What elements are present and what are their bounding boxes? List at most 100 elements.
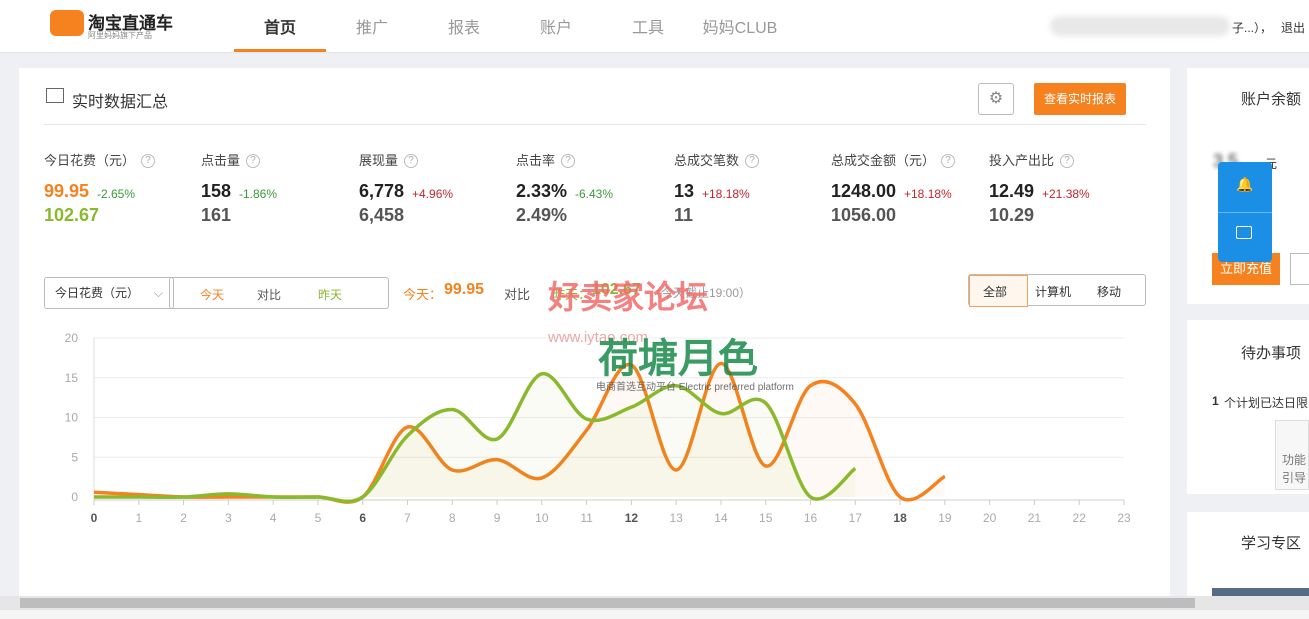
- tab-group: [968, 274, 1146, 306]
- metric-today: 99.95: [44, 181, 90, 201]
- help-icon[interactable]: ?: [141, 154, 155, 168]
- divider: [44, 124, 1146, 125]
- metric-today: 1248.00: [831, 181, 897, 201]
- x-tick-label: 23: [1117, 511, 1131, 525]
- metric-help[interactable]: ?: [240, 150, 260, 168]
- y-tick-label: 15: [65, 371, 79, 385]
- x-tick-label: 21: [1028, 511, 1042, 525]
- status-bar: [0, 610, 1309, 619]
- help-icon[interactable]: ?: [745, 154, 759, 168]
- nav-item[interactable]: 首页: [263, 20, 296, 37]
- todo-card: 待办事项 1 个计划已达日限 功能引导: [1187, 320, 1309, 494]
- metric-label: 今日花费（元）: [44, 153, 136, 168]
- today-value: 99.95: [444, 281, 485, 298]
- help-icon[interactable]: ?: [941, 154, 955, 168]
- metric-yesterday: 102.67: [44, 205, 100, 225]
- metric-today: 13: [674, 181, 695, 201]
- x-tick-label: 20: [983, 511, 997, 525]
- tab[interactable]: 移动: [1097, 285, 1122, 299]
- guide[interactable]: 功能引导: [1275, 420, 1309, 490]
- metric-change: +18.18%: [904, 187, 952, 201]
- x-tick-label: 15: [759, 511, 773, 525]
- tab[interactable]: 计算机: [1035, 285, 1072, 299]
- metric-change: -2.65%: [97, 187, 136, 201]
- toggle[interactable]: 昨天: [318, 288, 343, 302]
- x-tick-label: 6: [359, 511, 366, 525]
- select[interactable]: 今日花费（元） ⌵: [44, 277, 174, 309]
- metric-today: 2.33%: [516, 181, 568, 201]
- x-tick-label: 17: [849, 511, 863, 525]
- logo-sub: 阿里妈妈旗下产品: [88, 31, 152, 40]
- blur: [1050, 16, 1230, 36]
- y-tick-label: 0: [71, 490, 78, 504]
- header: 淘宝直通车 阿里妈妈旗下产品 子...）， 退出 首页 推广 报表 账户 工具 妈妈CLU…: [0, 0, 1309, 53]
- x-tick-label: 0: [91, 511, 98, 525]
- metric-help[interactable]: ?: [135, 150, 155, 168]
- x-tick-label: 7: [404, 511, 411, 525]
- nav-underline: [234, 49, 326, 52]
- help-icon[interactable]: ?: [246, 154, 260, 168]
- x-tick-label: 12: [625, 511, 639, 525]
- nav-item[interactable]: 妈妈CLUB: [702, 20, 778, 37]
- card-title: 实时数据汇总: [72, 94, 169, 111]
- button[interactable]: [1290, 253, 1309, 285]
- todo-title: 待办事项: [1241, 345, 1302, 362]
- watermark: 好卖家论坛: [547, 279, 708, 315]
- metric-help[interactable]: ?: [739, 150, 759, 168]
- scroll-thumb[interactable]: [20, 598, 1195, 608]
- settings-button[interactable]: ⚙: [978, 83, 1014, 115]
- yesterday-value: 102.67: [592, 281, 641, 298]
- metric-help[interactable]: ?: [398, 150, 418, 168]
- x-tick-label: 8: [449, 511, 456, 525]
- x-tick-label: 2: [180, 511, 187, 525]
- y-tick-label: 20: [65, 331, 79, 345]
- x-tick-label: 9: [494, 511, 501, 525]
- logout[interactable]: 退出: [1281, 21, 1306, 35]
- metric-help[interactable]: ?: [935, 150, 955, 168]
- metric-change: +18.18%: [702, 187, 750, 201]
- series-area: [94, 363, 945, 503]
- nav-item[interactable]: 报表: [447, 20, 480, 37]
- metric-change: -1.86%: [239, 187, 278, 201]
- help-icon[interactable]: ?: [404, 154, 418, 168]
- help-icon[interactable]: ?: [1060, 154, 1074, 168]
- bell: 🔔: [1236, 176, 1254, 192]
- nav-item[interactable]: 账户: [539, 20, 572, 37]
- watermark: 荷塘月色: [598, 337, 758, 381]
- metric-yesterday: 1056.00: [831, 205, 897, 225]
- todo-count: 1: [1212, 394, 1219, 408]
- float-widget[interactable]: 🔔: [1218, 162, 1272, 262]
- x-tick-label: 5: [315, 511, 322, 525]
- logo-icon: [50, 10, 84, 36]
- tab[interactable]: 全部: [983, 285, 1008, 299]
- metric-help[interactable]: ?: [1054, 150, 1074, 168]
- help-icon[interactable]: ?: [561, 154, 575, 168]
- chat: [1236, 226, 1252, 239]
- toggle[interactable]: 今天: [200, 288, 225, 302]
- metric-yesterday: 6,458: [359, 205, 405, 225]
- series-line: [94, 372, 857, 504]
- x-tick-label: 3: [225, 511, 232, 525]
- balance-title: 账户余额: [1241, 91, 1302, 108]
- metric-label: 投入产出比: [989, 153, 1055, 168]
- logo: 淘宝直通车: [88, 14, 173, 33]
- scrollbar[interactable]: [0, 596, 1309, 610]
- nav-item[interactable]: 推广: [355, 20, 388, 37]
- nav-item[interactable]: 工具: [631, 20, 664, 37]
- metric-change: +4.96%: [412, 187, 454, 201]
- learn-card: 学习专区: [1187, 512, 1309, 612]
- banner: [1212, 588, 1309, 598]
- metric-label: 总成交笔数: [674, 153, 740, 168]
- metric-today: 6,778: [359, 181, 405, 201]
- x-tick-label: 19: [938, 511, 952, 525]
- report-button[interactable]: 查看实时报表: [1034, 83, 1126, 115]
- metric-today: 158: [201, 181, 232, 201]
- metric-help[interactable]: ?: [555, 150, 575, 168]
- toggle[interactable]: 对比: [257, 288, 282, 302]
- metric-yesterday: 10.29: [989, 205, 1035, 225]
- y-tick-label: 10: [65, 411, 79, 425]
- select-text: 今日花费（元）: [55, 286, 140, 300]
- user: 子...），: [1232, 21, 1273, 35]
- icon: [46, 88, 64, 103]
